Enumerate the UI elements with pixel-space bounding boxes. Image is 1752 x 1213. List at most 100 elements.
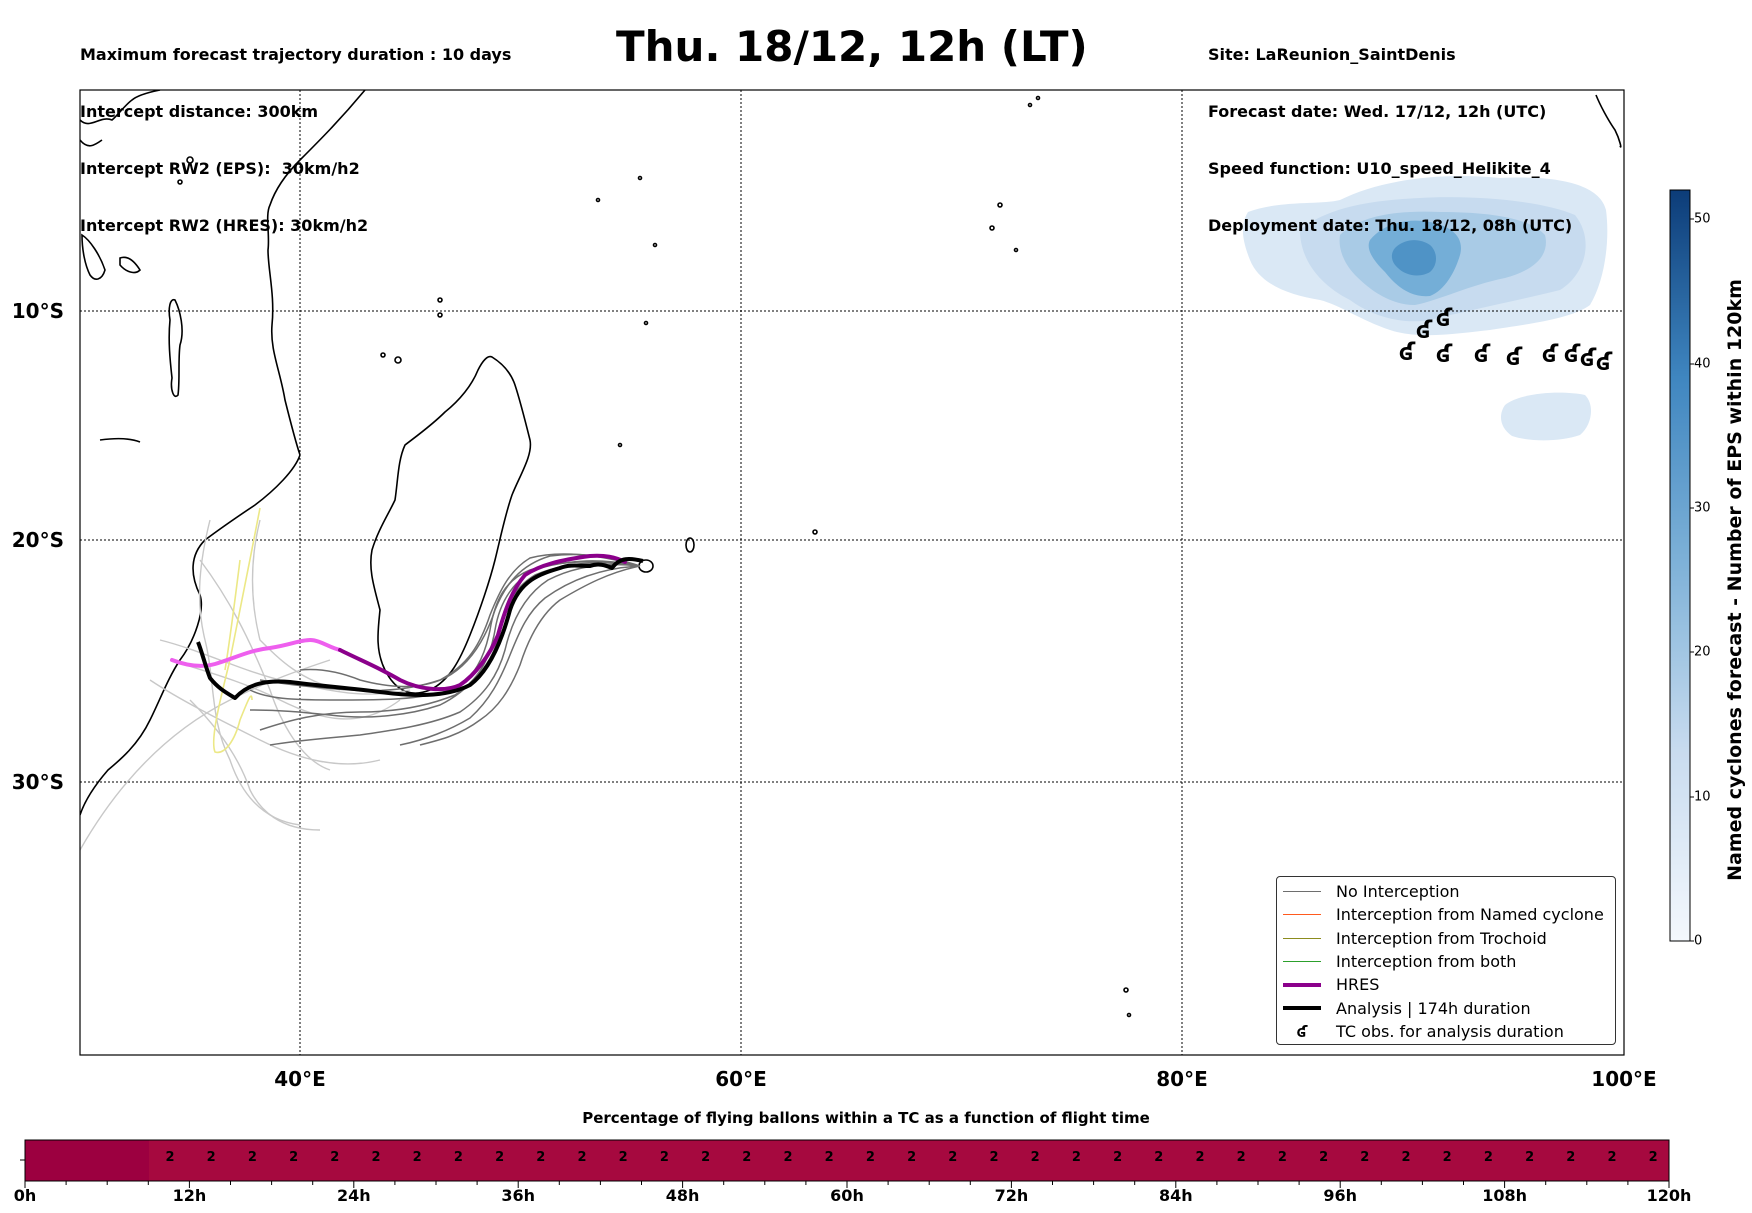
header-line: Forecast date: Wed. 17/12, 12h (UTC) (1208, 102, 1547, 121)
legend-item: ʛ TC obs. for analysis duration (1277, 1020, 1615, 1043)
timeline-tick-label: 36h (501, 1186, 536, 1205)
timeline-tick-label: 24h (336, 1186, 371, 1205)
cyclone-density-field (1242, 176, 1608, 441)
timeline-tick-label: 12h (172, 1186, 207, 1205)
cyclone-symbol-icon: ʛ (1580, 344, 1597, 372)
legend-item: Interception from both (1277, 950, 1615, 973)
timeline-cell-value: 2 (907, 1150, 917, 1165)
timeline-cell-value: 2 (1483, 1150, 1493, 1165)
timeline-cell-value: 2 (1236, 1150, 1246, 1165)
header-line: Deployment date: Thu. 18/12, 08h (UTC) (1208, 216, 1573, 235)
lat-label: 10°S (11, 299, 64, 323)
timeline-cell-value: 2 (1113, 1150, 1123, 1165)
cyclone-symbol-icon: ʛ (1506, 343, 1523, 371)
timeline-cell-value: 2 (1071, 1150, 1081, 1165)
header-info-right: Site: LaReunion_SaintDenis Forecast date… (1208, 7, 1572, 254)
trajectories-trochoid-faint (212, 507, 261, 754)
legend-label: Interception from both (1336, 952, 1517, 972)
legend-label: Interception from Named cyclone (1336, 905, 1604, 925)
header-line: Site: LaReunion_SaintDenis (1208, 45, 1456, 64)
timeline-tick-label: 60h (830, 1186, 864, 1205)
line-black-thick-icon (1283, 1006, 1321, 1011)
lat-label: 30°S (11, 770, 64, 794)
legend-item: Interception from Trochoid (1277, 927, 1615, 950)
timeline-cell-value: 2 (1154, 1150, 1164, 1165)
colorbar-tick: 10 (1694, 789, 1711, 805)
timeline-cell-value: 2 (1442, 1150, 1452, 1165)
map-legend: No Interception Interception from Named … (1276, 876, 1616, 1045)
line-purple-thick-icon (1283, 982, 1321, 987)
timeline-cell-value: 2 (1607, 1150, 1617, 1165)
timeline-cell-value: 2 (865, 1150, 875, 1165)
page-title: Thu. 18/12, 12h (LT) (616, 22, 1088, 71)
timeline-tick-label: 48h (665, 1186, 700, 1205)
timeline-cell-value: 2 (371, 1150, 381, 1165)
timeline-cell-value: 2 (412, 1150, 422, 1165)
timeline-cell-value: 2 (1401, 1150, 1411, 1165)
line-green-icon (1283, 961, 1321, 963)
tc-observations: ʛ ʛ ʛ ʛ ʛ ʛ ʛ ʛ ʛ ʛ (1399, 304, 1613, 376)
colorbar-tick: 20 (1694, 644, 1711, 660)
cyclone-symbol-icon: ʛ (1296, 1021, 1308, 1041)
lon-label: 60°E (715, 1067, 767, 1091)
cyclone-symbol-icon: ʛ (1436, 304, 1453, 332)
timeline-cell-value: 2 (1360, 1150, 1370, 1165)
cyclone-symbol-icon: ʛ (1474, 340, 1491, 368)
legend-label: No Interception (1336, 882, 1460, 902)
timeline-cell-value: 2 (1195, 1150, 1205, 1165)
timeline-tick-label: 72h (994, 1186, 1029, 1205)
colorbar-tick: 50 (1694, 211, 1711, 227)
line-orange-icon (1283, 914, 1321, 916)
legend-label: Analysis | 174h duration (1336, 998, 1531, 1018)
timeline-tick-label: 120h (1646, 1186, 1692, 1205)
cyclone-symbol-icon: ʛ (1416, 316, 1433, 344)
timeline-cell-value: 2 (1277, 1150, 1287, 1165)
timeline-title: Percentage of flying ballons within a TC… (582, 1109, 1150, 1127)
legend-label: HRES (1336, 975, 1380, 995)
timeline-cell-value: 2 (453, 1150, 463, 1165)
hres-trajectory (170, 553, 627, 692)
timeline-cell-value: 2 (659, 1150, 669, 1165)
timeline-cell-value: 2 (289, 1150, 299, 1165)
timeline-cell-value: 2 (948, 1150, 958, 1165)
trajectories-no-interception (249, 553, 641, 746)
timeline-cell-value: 2 (783, 1150, 793, 1165)
timeline-cell-value: 2 (1566, 1150, 1576, 1165)
timeline-tick-label: 108h (1482, 1186, 1527, 1205)
timeline-cell-value: 2 (206, 1150, 216, 1165)
header-line: Intercept RW2 (HRES): 30km/h2 (80, 216, 369, 235)
timeline-cell-value: 2 (824, 1150, 834, 1165)
timeline-cell-value: 2 (1525, 1150, 1535, 1165)
timeline-cell-value: 2 (1648, 1150, 1658, 1165)
colorbar (1669, 189, 1694, 942)
colorbar-label: Named cyclones forecast - Number of EPS … (1724, 279, 1746, 881)
timeline-cell-value: 2 (330, 1150, 340, 1165)
lon-label: 100°E (1591, 1067, 1657, 1091)
legend-item: HRES (1277, 973, 1615, 996)
legend-label: TC obs. for analysis duration (1336, 1021, 1564, 1041)
timeline-cell-value: 2 (495, 1150, 505, 1165)
lon-label: 40°E (274, 1067, 326, 1091)
legend-label: Interception from Trochoid (1336, 928, 1547, 948)
colorbar-tick: 0 (1694, 933, 1703, 949)
cyclone-symbol-icon: ʛ (1399, 338, 1416, 366)
cyclone-symbol-icon: ʛ (1596, 348, 1613, 376)
legend-item: Analysis | 174h duration (1277, 996, 1615, 1019)
trajectories-light (80, 519, 411, 851)
timeline-cell-value: 2 (1030, 1150, 1040, 1165)
timeline-bar (20, 1139, 1670, 1188)
timeline-tick-label: 0h (13, 1186, 37, 1205)
colorbar-tick: 40 (1694, 356, 1711, 372)
timeline-cell-value: 2 (247, 1150, 257, 1165)
timeline-cell-value: 2 (536, 1150, 546, 1165)
header-info-left: Maximum forecast trajectory duration : 1… (80, 7, 511, 254)
timeline-cell-value: 2 (989, 1150, 999, 1165)
timeline-cell-value: 2 (165, 1150, 175, 1165)
timeline-cell-value: 2 (1319, 1150, 1329, 1165)
header-line: Intercept distance: 300km (80, 102, 319, 121)
legend-item: No Interception (1277, 880, 1615, 903)
cyclone-symbol-icon: ʛ (1564, 340, 1581, 368)
map-area: ʛ ʛ ʛ ʛ ʛ ʛ ʛ ʛ ʛ ʛ (80, 90, 1624, 1055)
timeline-tick-label: 84h (1158, 1186, 1193, 1205)
